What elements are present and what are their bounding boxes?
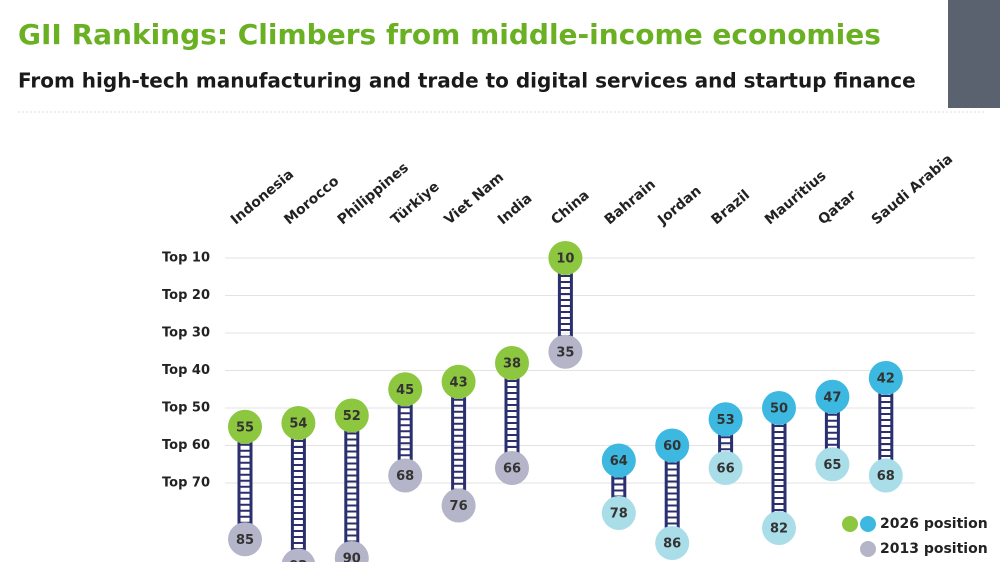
y-tick-label: Top 30 bbox=[162, 326, 210, 341]
point bbox=[762, 511, 796, 545]
ladder bbox=[290, 423, 306, 562]
point bbox=[655, 526, 690, 560]
x-tick-label: China bbox=[548, 187, 592, 228]
value-label: 68 bbox=[877, 469, 895, 484]
x-tick-label: Qatar bbox=[815, 187, 859, 228]
point bbox=[655, 428, 690, 463]
x-tick-label: India bbox=[495, 191, 536, 229]
point bbox=[868, 361, 903, 395]
y-tick-label: Top 10 bbox=[162, 251, 210, 266]
value-label: 52 bbox=[343, 409, 361, 424]
point bbox=[815, 379, 850, 414]
value-label: 90 bbox=[343, 552, 361, 562]
value-label: 60 bbox=[663, 439, 681, 454]
point bbox=[601, 443, 636, 478]
value-label: 64 bbox=[610, 454, 628, 469]
value-label: 76 bbox=[450, 499, 468, 514]
point bbox=[708, 451, 743, 485]
x-tick-label: Saudi Arabia bbox=[869, 151, 956, 228]
point bbox=[281, 548, 316, 562]
value-label: 82 bbox=[770, 522, 788, 537]
y-tick-label: Top 70 bbox=[162, 476, 210, 491]
value-label: 65 bbox=[823, 458, 841, 473]
point bbox=[601, 496, 636, 530]
point bbox=[441, 364, 476, 399]
ladder bbox=[451, 381, 467, 506]
value-label: 66 bbox=[503, 462, 521, 477]
value-label: 85 bbox=[236, 533, 254, 548]
value-label: 43 bbox=[450, 375, 468, 390]
legend-marker bbox=[860, 516, 876, 532]
ladder bbox=[771, 408, 787, 528]
legend-marker bbox=[842, 516, 858, 532]
value-label: 47 bbox=[823, 390, 841, 405]
point bbox=[441, 488, 476, 523]
point bbox=[388, 458, 423, 493]
x-tick-label: Brazil bbox=[708, 187, 753, 228]
point bbox=[708, 402, 743, 437]
point bbox=[548, 334, 583, 369]
legend-label: 2013 position bbox=[880, 541, 988, 557]
point bbox=[228, 522, 262, 557]
y-tick-label: Top 20 bbox=[162, 288, 210, 303]
value-label: 86 bbox=[663, 537, 681, 552]
value-label: 10 bbox=[556, 252, 574, 267]
value-label: 50 bbox=[770, 402, 788, 417]
value-label: 42 bbox=[877, 372, 895, 387]
point bbox=[334, 541, 369, 562]
value-label: 45 bbox=[396, 383, 414, 398]
value-label: 66 bbox=[717, 462, 735, 477]
value-label: 53 bbox=[717, 413, 735, 428]
y-tick-label: Top 60 bbox=[162, 438, 210, 453]
value-label: 38 bbox=[503, 357, 521, 372]
value-label: 68 bbox=[396, 469, 414, 484]
legend-marker bbox=[860, 541, 876, 557]
value-label: 55 bbox=[236, 420, 254, 435]
value-label: 54 bbox=[289, 417, 307, 432]
point bbox=[334, 398, 369, 433]
ladder bbox=[344, 415, 360, 558]
point bbox=[815, 447, 850, 482]
point bbox=[281, 406, 316, 440]
chart-title: GII Rankings: Climbers from middle-incom… bbox=[18, 18, 881, 51]
legend-label: 2026 position bbox=[880, 516, 988, 532]
video-thumbnail bbox=[948, 0, 1000, 108]
point bbox=[388, 372, 423, 407]
point bbox=[868, 458, 903, 493]
point bbox=[495, 451, 529, 485]
y-tick-label: Top 50 bbox=[162, 401, 210, 416]
point bbox=[228, 409, 262, 444]
x-tick-label: Jordan bbox=[654, 183, 704, 229]
value-label: 78 bbox=[610, 507, 628, 522]
value-label: 35 bbox=[556, 345, 574, 360]
y-tick-label: Top 40 bbox=[162, 363, 210, 378]
point bbox=[495, 346, 529, 380]
point bbox=[548, 241, 583, 275]
value-label: 92 bbox=[289, 559, 307, 562]
x-tick-label: Türkiye bbox=[388, 179, 443, 228]
point bbox=[762, 391, 796, 425]
chart-subtitle: From high-tech manufacturing and trade t… bbox=[18, 69, 916, 93]
x-tick-label: Bahrain bbox=[602, 177, 659, 229]
